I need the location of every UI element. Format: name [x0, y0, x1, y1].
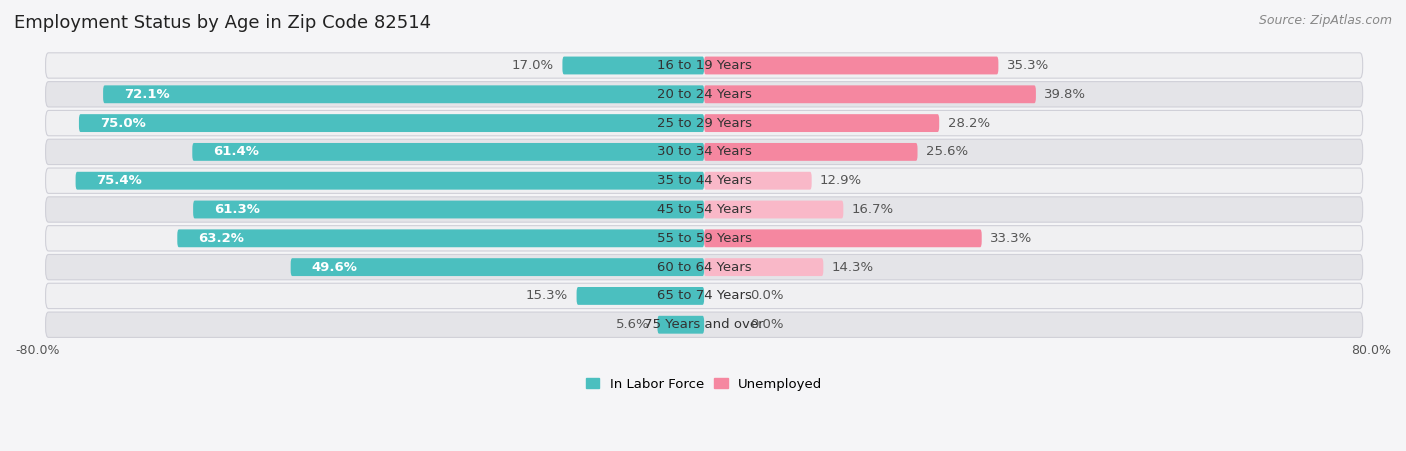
Text: 75.4%: 75.4% [97, 174, 142, 187]
FancyBboxPatch shape [45, 53, 1362, 78]
FancyBboxPatch shape [79, 114, 704, 132]
Text: 49.6%: 49.6% [312, 261, 357, 274]
Text: 0.0%: 0.0% [749, 318, 783, 331]
Text: 25.6%: 25.6% [927, 145, 967, 158]
Text: 60 to 64 Years: 60 to 64 Years [657, 261, 751, 274]
FancyBboxPatch shape [103, 85, 704, 103]
FancyBboxPatch shape [576, 287, 704, 305]
FancyBboxPatch shape [704, 85, 1036, 103]
FancyBboxPatch shape [45, 197, 1362, 222]
Legend: In Labor Force, Unemployed: In Labor Force, Unemployed [581, 373, 828, 396]
Text: 75.0%: 75.0% [100, 117, 145, 129]
Text: 75 Years and over: 75 Years and over [644, 318, 763, 331]
Text: 16.7%: 16.7% [852, 203, 894, 216]
Text: 61.4%: 61.4% [214, 145, 259, 158]
FancyBboxPatch shape [45, 139, 1362, 165]
FancyBboxPatch shape [658, 316, 704, 334]
Text: 5.6%: 5.6% [616, 318, 650, 331]
FancyBboxPatch shape [562, 56, 704, 74]
FancyBboxPatch shape [704, 143, 918, 161]
Text: 55 to 59 Years: 55 to 59 Years [657, 232, 752, 245]
FancyBboxPatch shape [45, 254, 1362, 280]
Text: 12.9%: 12.9% [820, 174, 862, 187]
FancyBboxPatch shape [291, 258, 704, 276]
FancyBboxPatch shape [704, 114, 939, 132]
FancyBboxPatch shape [704, 258, 824, 276]
Text: 25 to 29 Years: 25 to 29 Years [657, 117, 752, 129]
Text: 0.0%: 0.0% [749, 290, 783, 303]
Text: 20 to 24 Years: 20 to 24 Years [657, 88, 752, 101]
FancyBboxPatch shape [177, 230, 704, 247]
FancyBboxPatch shape [45, 312, 1362, 337]
Text: 61.3%: 61.3% [214, 203, 260, 216]
Text: 45 to 54 Years: 45 to 54 Years [657, 203, 752, 216]
Text: 16 to 19 Years: 16 to 19 Years [657, 59, 752, 72]
FancyBboxPatch shape [45, 82, 1362, 107]
Text: 39.8%: 39.8% [1045, 88, 1087, 101]
Text: 33.3%: 33.3% [990, 232, 1032, 245]
Text: 35.3%: 35.3% [1007, 59, 1049, 72]
Text: 63.2%: 63.2% [198, 232, 245, 245]
Text: 15.3%: 15.3% [526, 290, 568, 303]
Text: 30 to 34 Years: 30 to 34 Years [657, 145, 752, 158]
Text: Employment Status by Age in Zip Code 82514: Employment Status by Age in Zip Code 825… [14, 14, 432, 32]
Text: 14.3%: 14.3% [832, 261, 873, 274]
FancyBboxPatch shape [704, 201, 844, 218]
FancyBboxPatch shape [704, 56, 998, 74]
FancyBboxPatch shape [76, 172, 704, 189]
Text: 65 to 74 Years: 65 to 74 Years [657, 290, 752, 303]
FancyBboxPatch shape [45, 283, 1362, 308]
FancyBboxPatch shape [704, 172, 811, 189]
Text: 28.2%: 28.2% [948, 117, 990, 129]
FancyBboxPatch shape [193, 143, 704, 161]
FancyBboxPatch shape [45, 226, 1362, 251]
FancyBboxPatch shape [193, 201, 704, 218]
FancyBboxPatch shape [45, 168, 1362, 193]
Text: Source: ZipAtlas.com: Source: ZipAtlas.com [1258, 14, 1392, 27]
Text: 72.1%: 72.1% [124, 88, 170, 101]
Text: 35 to 44 Years: 35 to 44 Years [657, 174, 752, 187]
Text: 17.0%: 17.0% [512, 59, 554, 72]
FancyBboxPatch shape [704, 230, 981, 247]
FancyBboxPatch shape [45, 110, 1362, 136]
